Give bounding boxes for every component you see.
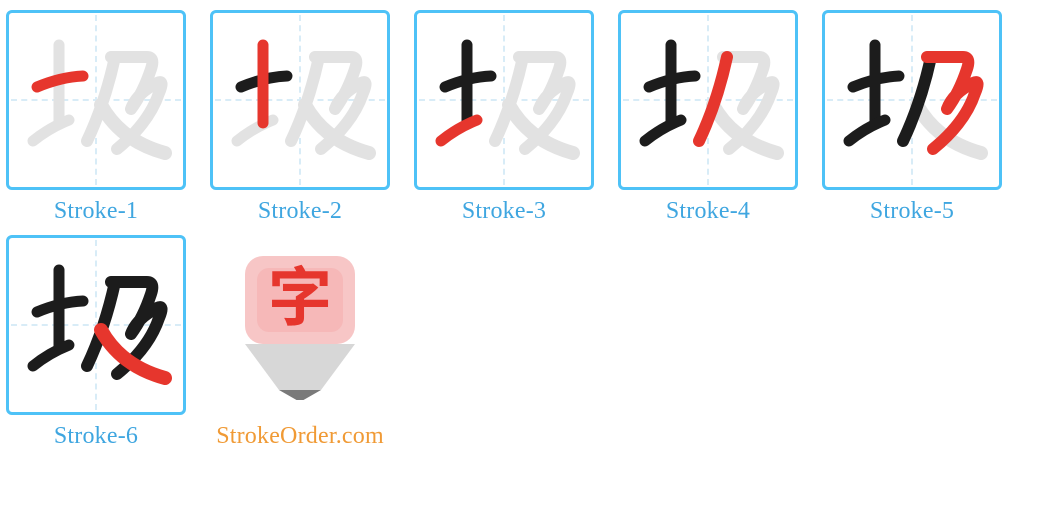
stroke-caption: Stroke-3 <box>462 198 546 225</box>
logo-icon: 字 <box>235 250 365 400</box>
stroke-cell: Stroke-2 <box>210 10 390 225</box>
stroke-box <box>210 10 390 190</box>
stroke-cell: Stroke-3 <box>414 10 594 225</box>
stroke-caption: Stroke-4 <box>666 198 750 225</box>
stroke-box <box>414 10 594 190</box>
stroke-cell: Stroke-5 <box>822 10 1002 225</box>
stroke-caption: Stroke-6 <box>54 423 138 450</box>
stroke-order-grid: Stroke-1 Stroke-2 Stroke-3 Stroke-4 Stro… <box>0 0 1050 470</box>
row-2: Stroke-6 字 StrokeOrder.com <box>6 235 1044 450</box>
logo-cell: 字 StrokeOrder.com <box>210 235 390 450</box>
glyph-svg <box>825 13 999 187</box>
stroke-box <box>618 10 798 190</box>
stroke-box <box>6 10 186 190</box>
glyph-svg <box>417 13 591 187</box>
stroke-cell: Stroke-1 <box>6 10 186 225</box>
logo-caption: StrokeOrder.com <box>216 423 384 450</box>
stroke-caption: Stroke-2 <box>258 198 342 225</box>
stroke-caption: Stroke-1 <box>54 198 138 225</box>
stroke-box <box>822 10 1002 190</box>
stroke-box <box>6 235 186 415</box>
glyph-svg <box>9 13 183 187</box>
row-1: Stroke-1 Stroke-2 Stroke-3 Stroke-4 Stro… <box>6 10 1044 225</box>
stroke-cell: Stroke-6 <box>6 235 186 450</box>
logo-box: 字 <box>210 235 390 415</box>
svg-text:字: 字 <box>268 250 332 339</box>
glyph-svg <box>9 238 183 412</box>
stroke-cell: Stroke-4 <box>618 10 798 225</box>
stroke-caption: Stroke-5 <box>870 198 954 225</box>
glyph-svg <box>621 13 795 187</box>
glyph-svg <box>213 13 387 187</box>
